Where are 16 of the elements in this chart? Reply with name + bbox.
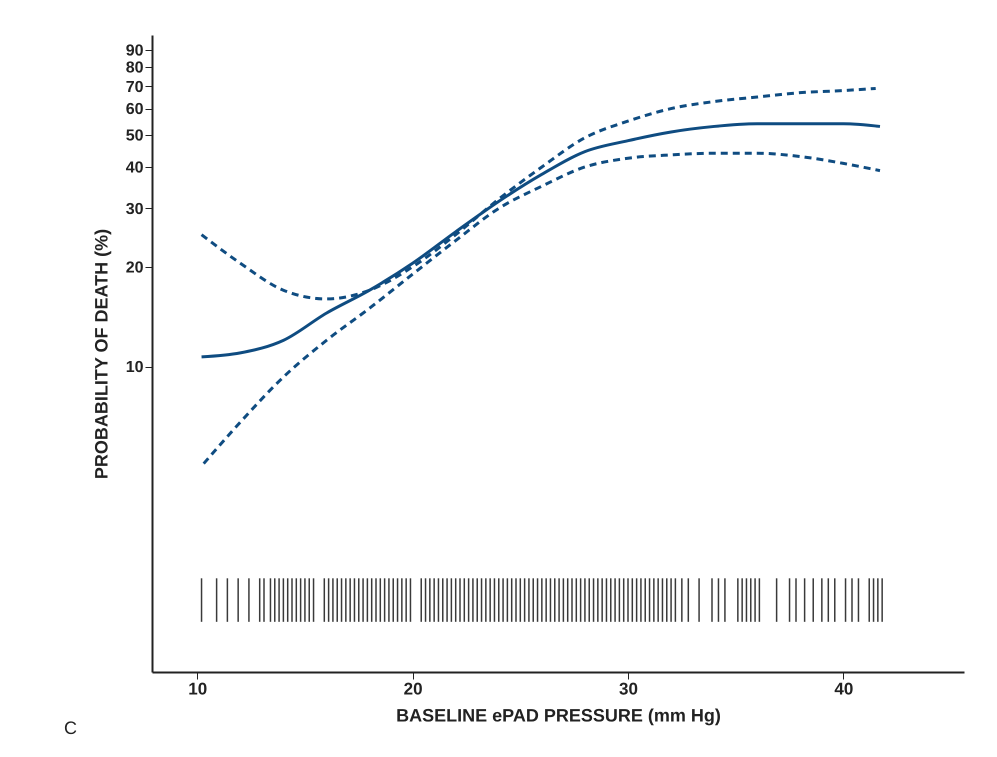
x-tick-label: 30	[619, 680, 638, 698]
x-tick-label: 20	[404, 680, 423, 698]
x-tick-label: 10	[188, 680, 208, 698]
x-axis-title: BASELINE ePAD PRESSURE (mm Hg)	[396, 706, 721, 726]
y-tick-label: 60	[126, 101, 144, 118]
y-tick-label: 10	[126, 359, 144, 376]
y-axis-title: PROBABILITY OF DEATH (%)	[92, 228, 112, 480]
y-tick-label: 40	[126, 159, 144, 176]
text: C	[64, 718, 77, 738]
y-tick-label: 80	[126, 60, 144, 77]
y-tick-label: 70	[126, 78, 144, 96]
y-tick-label: 90	[126, 42, 144, 60]
y-tick-label: 20	[126, 259, 144, 276]
x-tick-label: 40	[834, 680, 854, 698]
y-tick-label: 50	[126, 127, 144, 144]
y-tick-label: 30	[126, 200, 144, 218]
